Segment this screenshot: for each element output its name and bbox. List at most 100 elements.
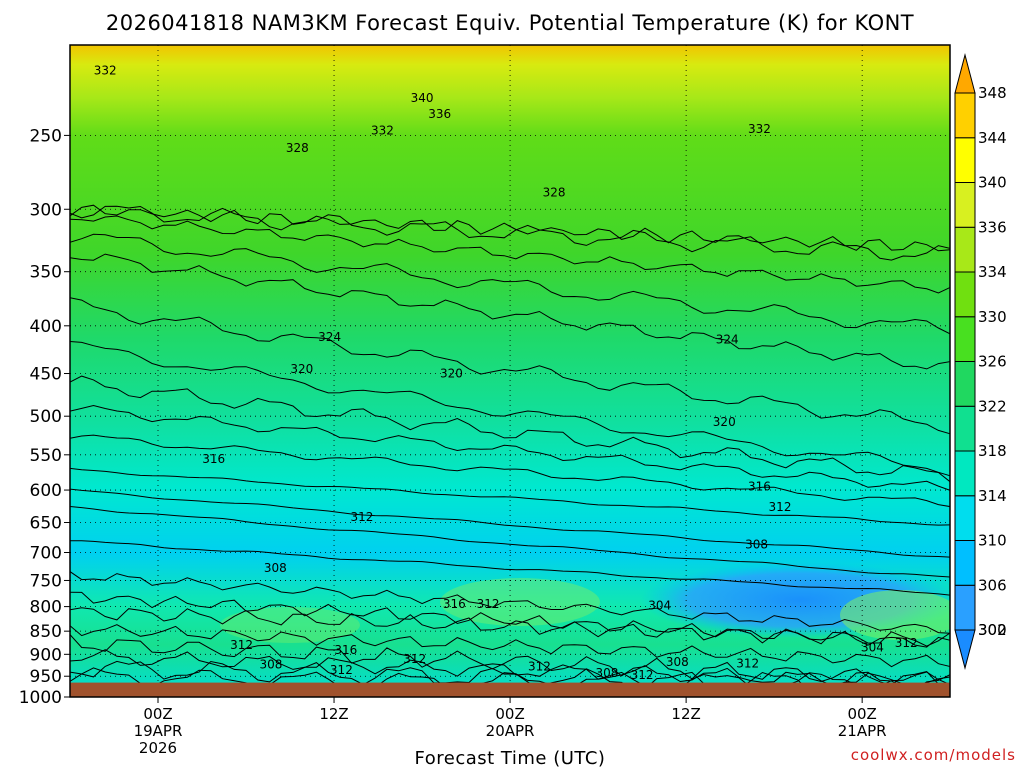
- contour-line: [70, 341, 950, 477]
- y-tick-label: 800: [30, 598, 62, 618]
- x-tick-label: 20APR: [486, 722, 535, 740]
- colorbar-extend-top: [954, 53, 976, 94]
- colorbar-swatch: [954, 405, 976, 452]
- contour-label: 308: [264, 561, 287, 575]
- colorbar-tick-label: 348: [978, 84, 1007, 102]
- y-tick-label: 750: [30, 571, 62, 591]
- y-tick-label: 350: [30, 263, 62, 283]
- contour-label: 328: [543, 186, 566, 200]
- contour-label: 312: [769, 500, 792, 514]
- contour-line: [70, 467, 950, 526]
- y-tick-label: 500: [30, 407, 62, 427]
- contour-label: 304: [648, 599, 671, 613]
- colorbar-extend-bottom: [954, 629, 976, 670]
- y-tick-label: 300: [30, 200, 62, 220]
- contour-line: [70, 624, 950, 668]
- contour-line: [70, 215, 950, 294]
- contour-label: 324: [318, 330, 341, 344]
- contour-label: 312: [631, 668, 654, 682]
- contour-label: 332: [94, 64, 117, 78]
- colorbar-swatch: [954, 495, 976, 541]
- colorbar-tick-label: 318: [978, 442, 1007, 460]
- y-tick-label: 650: [30, 513, 62, 533]
- contour-label: 312: [528, 659, 551, 673]
- colorbar-swatch: [954, 316, 976, 362]
- contour-label: 332: [371, 124, 394, 138]
- colorbar-swatch: [954, 226, 976, 273]
- contour-labels: 332 340 336 332 332 328 328 324 324 320 320 320 316 3…: [94, 64, 918, 682]
- contour-label: 308: [595, 666, 618, 680]
- colorbar-tick-label: 314: [978, 487, 1007, 505]
- y-tick-label: 950: [30, 667, 62, 687]
- y-tick-label: 1000: [19, 688, 62, 708]
- colorbar-tick-label: 326: [978, 353, 1007, 371]
- colorbar-tick-label: 300: [978, 621, 1007, 639]
- colorbar-tick-label: 322: [978, 397, 1007, 415]
- x-tick-label: 21APR: [838, 722, 887, 740]
- chart-title: 2026041818 NAM3KM Forecast Equiv. Potent…: [106, 11, 914, 35]
- contour-label: 312: [736, 657, 759, 671]
- colorbar-tick-label: 310: [978, 532, 1007, 550]
- x-axis-label: Forecast Time (UTC): [415, 748, 606, 768]
- contour-label: 328: [286, 141, 309, 155]
- contour-label: 312: [350, 510, 373, 524]
- contour-line: [70, 233, 950, 335]
- plot-area: 332 340 336 332 332 328 328 324 324 320 320 320 316 3…: [70, 45, 950, 697]
- contour-line: [70, 205, 950, 261]
- x-tick-label: 00Z: [847, 705, 876, 723]
- contour-label: 312: [477, 597, 500, 611]
- colorbar-swatch: [954, 271, 976, 318]
- contour-label: 316: [334, 643, 357, 657]
- contour-label: 320: [713, 415, 736, 429]
- contour-line: [70, 204, 950, 252]
- x-tick-label: 12Z: [671, 705, 700, 723]
- contour-line: [70, 540, 950, 596]
- colorbar-swatch: [954, 361, 976, 407]
- contour-label: 332: [748, 122, 771, 136]
- contour-label: 308: [745, 537, 768, 551]
- contour-line: [70, 667, 950, 692]
- y-tick-label: 400: [30, 317, 62, 337]
- contour-label: 316: [748, 480, 771, 494]
- colorbar-tick-label: 306: [978, 576, 1007, 594]
- contour-label: 312: [403, 652, 426, 666]
- gridlines: [70, 45, 950, 697]
- x-tick-label: 12Z: [319, 705, 348, 723]
- contour-label: 312: [230, 638, 253, 652]
- y-axis: 250 300 350 400 450 500 550 600 650 700 750 800 850 9…: [19, 126, 70, 708]
- colorbar-tick-label: 302: [978, 621, 1007, 639]
- contour-label: 312: [895, 636, 918, 650]
- colorbar-tick-label: 340: [978, 174, 1007, 192]
- colorbar-tick-label: 336: [978, 218, 1007, 236]
- y-tick-label: 850: [30, 622, 62, 642]
- contour-label: 320: [290, 362, 313, 376]
- colorbar-swatch: [954, 540, 976, 586]
- x-tick-label: 19APR: [134, 722, 183, 740]
- credit-text: coolwx.com/models: [851, 746, 1016, 764]
- y-tick-label: 900: [30, 645, 62, 665]
- colorbar-tick-label: 334: [978, 263, 1007, 281]
- contour-line: [70, 571, 950, 634]
- contour-line: [70, 434, 950, 508]
- colorbar-swatch: [954, 182, 976, 228]
- y-tick-label: 450: [30, 365, 62, 385]
- x-tick-label: 2026: [139, 739, 177, 757]
- high-theta-e-pocket-center: [440, 578, 600, 626]
- contour-label: 316: [443, 597, 466, 611]
- colorbar-tick-label: 344: [978, 129, 1007, 147]
- contour-line: [70, 506, 950, 578]
- colorbar-swatch: [954, 584, 976, 631]
- y-tick-label: 250: [30, 126, 62, 146]
- high-theta-e-pocket-east: [840, 590, 950, 640]
- contour-label: 304: [861, 641, 884, 655]
- contour-label: 316: [202, 452, 225, 466]
- contour-label: 308: [666, 655, 689, 669]
- colorbar-swatch: [954, 137, 976, 183]
- x-tick-label: 00Z: [143, 705, 172, 723]
- y-tick-label: 700: [30, 544, 62, 564]
- contour-label: 340: [411, 91, 434, 105]
- contour-label: 312: [330, 663, 353, 677]
- contour-label: 336: [428, 107, 451, 121]
